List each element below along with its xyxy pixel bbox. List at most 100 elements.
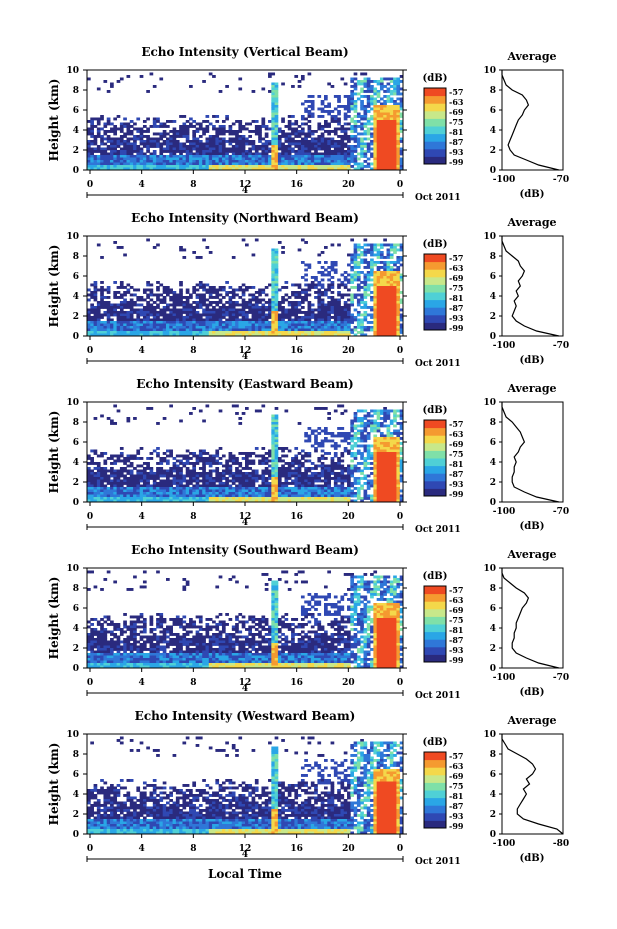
heatmap-cell (175, 162, 180, 166)
heatmap-cell (103, 462, 108, 465)
heatmap-cell (268, 308, 272, 312)
heatmap-cell (146, 311, 150, 314)
heatmap-cell (330, 155, 335, 158)
heatmap-cell (119, 77, 124, 81)
heatmap-cell (215, 150, 220, 153)
heatmap-cell (396, 155, 401, 158)
heatmap-cell (129, 157, 134, 161)
heatmap-cell (327, 469, 331, 473)
heatmap-cell (356, 253, 361, 257)
heatmap-cell (373, 281, 378, 284)
heatmap-cell (231, 140, 236, 143)
heatmap-cell (264, 308, 269, 312)
heatmap-cell (264, 318, 269, 322)
heatmap-cell (373, 331, 378, 334)
heatmap-cell (363, 145, 368, 148)
heatmap-cell (221, 157, 226, 161)
heatmap-cell (93, 160, 98, 163)
heatmap-cell (373, 298, 378, 302)
heatmap-cell (271, 286, 276, 289)
heatmap-cell (373, 167, 378, 170)
heatmap-cell (172, 474, 177, 478)
heatmap-cell (136, 127, 141, 131)
heatmap-cell (175, 321, 180, 324)
heatmap-cell (274, 107, 279, 111)
heatmap-cell (389, 165, 394, 168)
heatmap-cell (202, 155, 206, 158)
heatmap-cell (208, 251, 213, 254)
heatmap-cell (205, 142, 210, 146)
heatmap-cell (274, 442, 279, 445)
heatmap-cell (386, 127, 391, 131)
heatmap-cell (235, 326, 239, 329)
heatmap-cell (258, 155, 262, 158)
heatmap-cell (208, 308, 213, 312)
heatmap-cell (271, 464, 276, 468)
heatmap-cell (113, 150, 118, 153)
heatmap-cell (386, 434, 391, 438)
heatmap-cell (195, 293, 200, 297)
heatmap-cell (353, 419, 358, 423)
heatmap-cell (393, 132, 397, 136)
heatmap-cell (366, 288, 371, 292)
heatmap-cell (310, 105, 315, 108)
heatmap-cell (274, 457, 279, 460)
heatmap-cell (304, 331, 308, 334)
heatmap-cell (327, 155, 331, 158)
heatmap-cell (235, 404, 239, 408)
heatmap-cell (386, 100, 391, 103)
heatmap-cell (271, 326, 276, 329)
heatmap-cell (393, 321, 397, 324)
heatmap-cell (116, 318, 121, 322)
date-marker: 4 (242, 352, 248, 362)
heatmap-cell (386, 142, 391, 146)
heatmap-cell (182, 157, 187, 161)
heatmap-cell (169, 404, 173, 408)
heatmap-cell (152, 162, 157, 166)
heatmap-cell (399, 167, 403, 170)
heatmap-cell (317, 291, 322, 294)
heatmap-cell (383, 306, 387, 309)
heatmap-cell (169, 145, 173, 148)
heatmap-cell (87, 140, 91, 143)
heatmap-cell (248, 303, 252, 307)
heatmap-cell (379, 469, 384, 473)
heatmap-cell (291, 308, 295, 312)
heatmap-cell (208, 291, 213, 294)
heatmap-cell (360, 462, 364, 465)
heatmap-cell (248, 142, 252, 146)
heatmap-cell (317, 145, 322, 148)
heatmap-cell (238, 157, 243, 161)
heatmap-cell (87, 288, 91, 292)
x-tick-label: 20 (342, 180, 355, 190)
heatmap-cell (274, 422, 279, 425)
heatmap-cell (172, 147, 177, 151)
heatmap-cell (376, 110, 381, 113)
heatmap-cell (274, 95, 279, 98)
heatmap-cell (304, 293, 308, 297)
heatmap-cell (389, 316, 394, 319)
heatmap-cell (156, 331, 160, 334)
heatmap-cell (389, 462, 394, 465)
heatmap-cell (363, 437, 368, 440)
heatmap-cell (103, 147, 108, 151)
heatmap-cell (129, 323, 134, 327)
heatmap-cell (261, 454, 266, 458)
heatmap-cell (393, 107, 397, 111)
heatmap-cell (208, 477, 213, 480)
heatmap-cell (139, 472, 144, 475)
heatmap-cell (356, 157, 361, 161)
heatmap-cell (172, 137, 177, 141)
heatmap-cell (195, 127, 200, 131)
heatmap-cell (356, 298, 361, 302)
heatmap-cell (281, 333, 285, 336)
heatmap-cell (396, 152, 401, 156)
heatmap-cell (363, 110, 368, 113)
heatmap-cell (245, 331, 249, 334)
heatmap-cell (310, 316, 315, 319)
heatmap-cell (379, 477, 384, 480)
heatmap-cell (169, 318, 173, 322)
heatmap-cell (399, 449, 403, 453)
heatmap-cell (159, 323, 164, 327)
heatmap-cell (297, 311, 302, 314)
